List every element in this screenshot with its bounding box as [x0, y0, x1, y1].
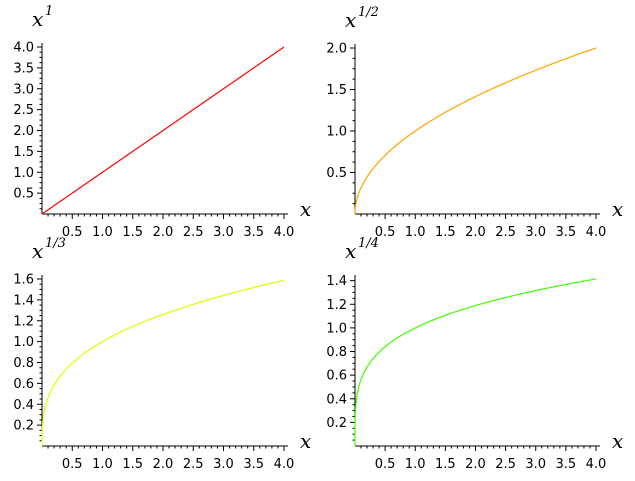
- y-tick-label: 3.0: [13, 82, 34, 97]
- x-tick-label: 1.0: [405, 457, 426, 472]
- y-tick-label: 1.0: [13, 166, 34, 181]
- y-axis-label-exponent: 1/2: [358, 5, 379, 20]
- x-tick-label: 2.5: [495, 225, 516, 240]
- x-tick-label: 3.0: [525, 225, 546, 240]
- y-tick-label: 2.0: [13, 124, 34, 139]
- x-tick-label: 4.0: [274, 225, 295, 240]
- y-axis-label: x: [345, 239, 356, 263]
- y-tick-label: 1.4: [326, 274, 347, 289]
- y-axis-label: x: [32, 239, 43, 263]
- x-tick-label: 2.5: [183, 457, 204, 472]
- x-tick-label: 0.5: [62, 225, 83, 240]
- y-tick-label: 0.4: [13, 398, 34, 413]
- y-tick-label: 1.0: [13, 335, 34, 350]
- x-tick-label: 0.5: [375, 225, 396, 240]
- series-line: [41, 279, 285, 446]
- x-tick-label: 1.5: [122, 457, 143, 472]
- y-tick-label: 1.6: [13, 273, 34, 288]
- y-tick-label: 1.2: [13, 314, 34, 329]
- x-tick-label: 1.5: [122, 225, 143, 240]
- x-tick-label: 2.5: [183, 225, 204, 240]
- y-tick-label: 1.4: [13, 293, 34, 308]
- x-tick-label: 1.0: [92, 225, 113, 240]
- x-tick-label: 2.0: [153, 457, 174, 472]
- x-tick-label: 3.5: [243, 225, 264, 240]
- y-tick-label: 1.5: [13, 145, 34, 160]
- y-tick-label: 0.2: [13, 419, 34, 434]
- y-axis-label-exponent: 1/4: [358, 236, 379, 251]
- y-tick-label: 3.5: [13, 61, 34, 76]
- x-axis-label: x: [300, 429, 311, 453]
- series-line: [41, 46, 285, 215]
- panel-1: 0.5 1.0 1.5 2.0 2.5 3.0 3.5 4.0 0.5 1.0 1.5 2.0 2.5 3…: [13, 4, 311, 240]
- x-tick-label: 3.5: [243, 457, 264, 472]
- y-tick-label: 0.8: [13, 356, 34, 371]
- x-tick-label: 3.0: [213, 225, 234, 240]
- y-tick-label: 2.0: [326, 42, 347, 57]
- y-axis-label-exponent: 1/3: [45, 236, 66, 251]
- y-tick-label: 2.5: [13, 103, 34, 118]
- panel-3: 0.5 1.0 1.5 2.0 2.5 3.0 3.5 4.0 0.2 0.4 0.6 0.8 1.0 1…: [13, 236, 311, 472]
- x-tick-label: 1.0: [92, 457, 113, 472]
- x-tick-label: 3.5: [556, 457, 577, 472]
- y-tick-label: 0.6: [13, 377, 34, 392]
- x-tick-label: 0.5: [375, 457, 396, 472]
- y-tick-label: 0.5: [326, 166, 347, 181]
- y-tick-label: 0.5: [13, 187, 34, 202]
- panel-2: 0.5 1.0 1.5 2.0 2.5 3.0 3.5 4.00.51.01.52.0xx 1/…: [326, 5, 623, 240]
- y-tick-label: 1.5: [326, 83, 347, 98]
- y-axis-label: x: [345, 8, 356, 32]
- y-tick-label: 1.0: [326, 321, 347, 336]
- x-tick-label: 2.0: [465, 457, 486, 472]
- x-tick-label: 4.0: [586, 457, 607, 472]
- x-tick-label: 1.5: [435, 457, 456, 472]
- series-line: [354, 278, 597, 446]
- y-tick-label: 1.2: [326, 298, 347, 313]
- x-tick-label: 3.5: [556, 225, 577, 240]
- y-axis-label-exponent: 1: [45, 4, 53, 19]
- y-tick-label: 0.2: [326, 416, 347, 431]
- y-tick-label: 1.0: [326, 125, 347, 140]
- y-tick-label: 4.0: [13, 41, 34, 56]
- x-tick-label: 1.0: [405, 225, 426, 240]
- x-tick-label: 3.0: [213, 457, 234, 472]
- x-tick-label: 2.0: [465, 225, 486, 240]
- panel-4: 0.5 1.0 1.5 2.0 2.5 3.0 3.5 4.0 0.2 0.4 0.6 0.8 1.0 1…: [326, 236, 623, 472]
- x-tick-label: 4.0: [274, 457, 295, 472]
- x-axis-label: x: [612, 429, 623, 453]
- x-tick-label: 3.0: [525, 457, 546, 472]
- y-tick-label: 0.8: [326, 345, 347, 360]
- x-tick-label: 0.5: [62, 457, 83, 472]
- x-axis-label: x: [300, 197, 311, 221]
- y-axis-label: x: [32, 7, 43, 31]
- x-tick-label: 2.0: [153, 225, 174, 240]
- series-line: [354, 47, 597, 214]
- x-tick-label: 1.5: [435, 225, 456, 240]
- y-tick-label: 0.6: [326, 369, 347, 384]
- y-tick-label: 0.4: [326, 392, 347, 407]
- x-tick-label: 2.5: [495, 457, 516, 472]
- x-axis-label: x: [612, 197, 623, 221]
- x-tick-label: 4.0: [586, 225, 607, 240]
